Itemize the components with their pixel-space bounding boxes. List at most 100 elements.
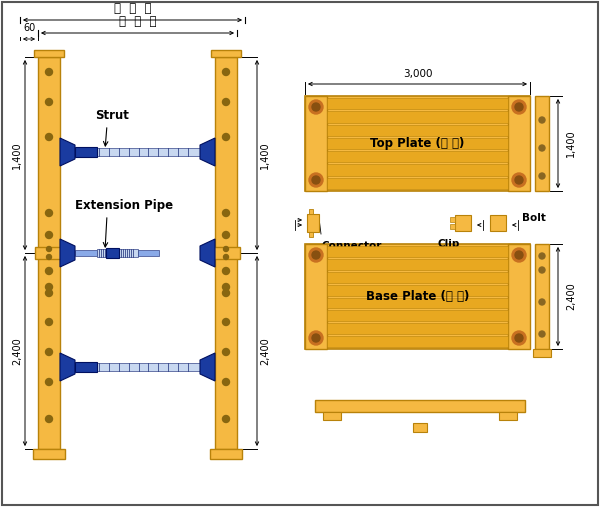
- Circle shape: [46, 283, 53, 291]
- Bar: [307, 214, 319, 232]
- Bar: [327, 178, 508, 189]
- Bar: [309, 209, 313, 214]
- Bar: [305, 244, 327, 349]
- Text: Connector: Connector: [321, 241, 382, 251]
- Circle shape: [539, 173, 545, 179]
- Bar: [327, 310, 508, 321]
- Bar: [215, 57, 237, 449]
- Bar: [327, 111, 508, 123]
- Text: 1,400: 1,400: [12, 141, 22, 169]
- Circle shape: [539, 267, 545, 273]
- Bar: [450, 217, 455, 222]
- Text: 2,400: 2,400: [566, 282, 576, 310]
- Bar: [97, 148, 200, 156]
- Bar: [327, 259, 508, 270]
- Circle shape: [539, 253, 545, 259]
- Bar: [34, 50, 64, 57]
- Circle shape: [223, 133, 229, 140]
- Circle shape: [223, 255, 229, 260]
- Circle shape: [223, 318, 229, 325]
- Bar: [327, 246, 508, 257]
- Circle shape: [512, 248, 526, 262]
- Text: Top Plate (상 판): Top Plate (상 판): [370, 137, 464, 150]
- Text: 2,400: 2,400: [12, 337, 22, 365]
- Circle shape: [223, 98, 229, 105]
- Text: 3,000: 3,000: [403, 69, 432, 79]
- Polygon shape: [200, 138, 215, 166]
- Circle shape: [515, 334, 523, 342]
- Bar: [305, 244, 530, 349]
- Circle shape: [46, 416, 53, 422]
- Circle shape: [46, 318, 53, 325]
- Bar: [35, 247, 63, 259]
- Bar: [327, 284, 508, 296]
- Circle shape: [223, 209, 229, 216]
- Circle shape: [46, 133, 53, 140]
- Bar: [327, 298, 508, 308]
- Bar: [75, 147, 97, 157]
- Bar: [323, 412, 341, 420]
- Circle shape: [47, 246, 52, 251]
- Bar: [327, 151, 508, 162]
- Bar: [508, 244, 530, 349]
- Bar: [75, 250, 97, 256]
- Bar: [535, 244, 549, 349]
- Circle shape: [539, 145, 545, 151]
- Circle shape: [312, 103, 320, 111]
- Bar: [533, 349, 551, 357]
- Bar: [508, 96, 530, 191]
- Text: 작  업  폭: 작 업 폭: [119, 15, 156, 28]
- Circle shape: [312, 251, 320, 259]
- Bar: [327, 336, 508, 347]
- Bar: [33, 449, 65, 459]
- Bar: [97, 363, 200, 371]
- Bar: [450, 224, 455, 229]
- Circle shape: [309, 100, 323, 114]
- Circle shape: [512, 331, 526, 345]
- Bar: [535, 96, 549, 191]
- Circle shape: [223, 289, 229, 297]
- Circle shape: [312, 334, 320, 342]
- Circle shape: [515, 176, 523, 184]
- Circle shape: [309, 173, 323, 187]
- Text: 60: 60: [23, 23, 35, 33]
- Bar: [309, 232, 313, 237]
- Bar: [327, 272, 508, 282]
- Bar: [455, 215, 471, 231]
- Bar: [327, 138, 508, 149]
- Circle shape: [46, 209, 53, 216]
- Text: Base Plate (하 판): Base Plate (하 판): [366, 290, 469, 303]
- Circle shape: [512, 100, 526, 114]
- Circle shape: [512, 173, 526, 187]
- Bar: [211, 50, 241, 57]
- Circle shape: [312, 176, 320, 184]
- Bar: [305, 96, 327, 191]
- Bar: [315, 400, 525, 412]
- Circle shape: [46, 289, 53, 297]
- Bar: [490, 215, 506, 231]
- Bar: [38, 57, 60, 449]
- Bar: [327, 98, 508, 110]
- Bar: [119, 249, 137, 257]
- Bar: [305, 96, 530, 191]
- Circle shape: [539, 331, 545, 337]
- Circle shape: [46, 98, 53, 105]
- Circle shape: [223, 232, 229, 238]
- Circle shape: [223, 268, 229, 274]
- Text: Extension Pipe: Extension Pipe: [75, 199, 173, 212]
- Bar: [212, 247, 240, 259]
- Circle shape: [223, 348, 229, 355]
- Circle shape: [46, 379, 53, 385]
- Circle shape: [223, 246, 229, 251]
- Circle shape: [46, 268, 53, 274]
- Circle shape: [515, 251, 523, 259]
- Circle shape: [223, 283, 229, 291]
- Circle shape: [515, 103, 523, 111]
- Text: 2,400: 2,400: [260, 337, 270, 365]
- Polygon shape: [60, 239, 75, 267]
- Bar: [327, 164, 508, 176]
- Circle shape: [309, 331, 323, 345]
- Circle shape: [46, 232, 53, 238]
- Circle shape: [223, 379, 229, 385]
- Text: 1,400: 1,400: [260, 141, 270, 169]
